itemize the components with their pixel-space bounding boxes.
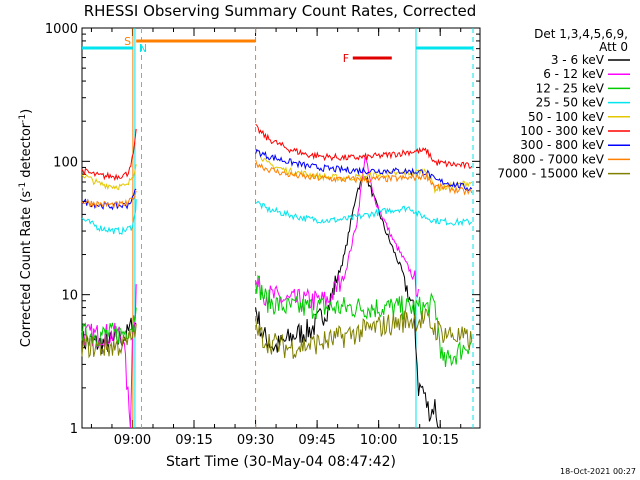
legend-entry-label: 300 - 800 keV: [520, 138, 604, 152]
legend-entry-label: 100 - 300 keV: [520, 124, 604, 138]
series-line-9: [81, 324, 137, 359]
x-axis-label: Start Time (30-May-04 08:47:42): [166, 454, 396, 470]
y-axis-label-sup-2: -1: [18, 114, 28, 123]
series-line-1: [255, 175, 440, 429]
legend-header-line-1: Det 1,3,4,5,6,9,: [534, 27, 628, 41]
x-tick-label: 10:00: [360, 433, 397, 448]
series-line-2: [255, 156, 419, 311]
series-line-3: [255, 274, 473, 368]
state-bars-layer: SN F: [82, 28, 474, 428]
series-line-5: [81, 164, 137, 191]
legend-entry-label: 50 - 100 keV: [528, 110, 605, 124]
x-tick-label: 09:00: [114, 433, 151, 448]
x-tick-label: 09:30: [237, 433, 274, 448]
state-bar-label: S: [124, 35, 131, 48]
legend-entry-label: 25 - 50 keV: [536, 96, 605, 110]
plot-frame: [81, 27, 481, 429]
legend-header-line-2: Att 0: [599, 40, 628, 54]
y-tick-label: 1: [70, 422, 78, 437]
series-line-8: [255, 159, 473, 196]
series-line-9: [255, 307, 473, 359]
legend-entry-label: 7000 - 15000 keV: [497, 167, 604, 181]
y-tick-label: 10: [61, 289, 78, 304]
legend-entry-label: 6 - 12 keV: [543, 67, 605, 81]
y-tick-label: 1000: [45, 22, 78, 37]
y-tick-label: 100: [53, 155, 78, 170]
y-axis-label-end: ): [19, 109, 34, 114]
series-line-4: [81, 199, 137, 235]
series-line-6: [81, 128, 137, 182]
legend-entry-label: 800 - 7000 keV: [513, 152, 605, 166]
series-line-3: [81, 307, 137, 347]
state-bar-label: N: [139, 42, 147, 55]
legend-entry-label: 3 - 6 keV: [551, 53, 605, 67]
series-line-2: [81, 284, 137, 429]
x-tick-label: 09:15: [175, 433, 212, 448]
x-tick-label: 09:45: [298, 433, 335, 448]
x-tick-label: 10:15: [421, 433, 458, 448]
chart-title: RHESSI Observing Summary Count Rates, Co…: [84, 2, 477, 20]
series-line-7: [255, 148, 473, 192]
legend-entry-label: 12 - 25 keV: [536, 81, 605, 95]
state-bar-label: F: [343, 52, 349, 65]
series-line-4: [255, 200, 473, 227]
series-line-6: [255, 123, 473, 170]
y-axis-label-main: Corrected Count Rate (s: [19, 191, 34, 348]
series-line-7: [81, 188, 137, 211]
render-timestamp: 18-Oct-2021 00:27: [560, 467, 636, 476]
series-layer: [81, 123, 473, 429]
series-line-8: [81, 190, 137, 209]
y-axis-label-sup-1: -1: [18, 182, 28, 191]
axes-layer: [81, 27, 481, 429]
y-axis-label: Corrected Count Rate (s-1 detector-1): [18, 109, 34, 347]
y-axis-label-mid: detector: [19, 122, 34, 182]
tick-layer: 09:00 09:15 09:30 09:45 10:00 10:15 1 10 100 1000: [45, 22, 480, 448]
